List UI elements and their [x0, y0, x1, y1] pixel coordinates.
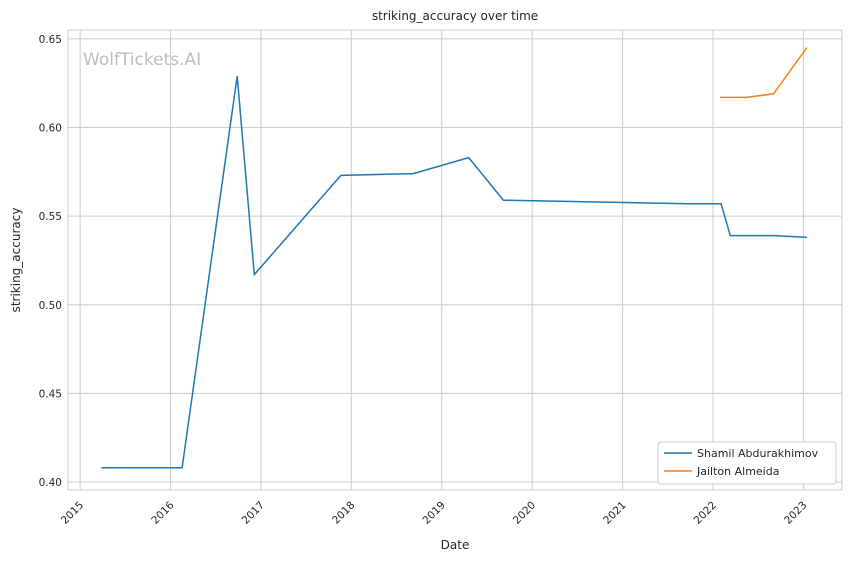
x-tick-label: 2016 [149, 499, 177, 527]
chart-title: striking_accuracy over time [372, 9, 538, 23]
plot-frame [67, 29, 843, 491]
x-tick-label: 2017 [240, 499, 267, 526]
x-tick-label: 2019 [420, 499, 447, 526]
legend-label-0: Shamil Abdurakhimov [697, 447, 819, 460]
series-line-0 [101, 75, 807, 469]
y-tick-label: 0.50 [39, 300, 62, 312]
legend-box [657, 441, 837, 485]
y-axis-label: striking_accuracy [9, 208, 23, 313]
series-line-1 [719, 47, 808, 99]
x-tick-label: 2015 [59, 499, 86, 526]
x-tick-label: 2020 [511, 499, 538, 526]
legend: Shamil Abdurakhimov Jailton Almeida [657, 441, 837, 485]
legend-label-1: Jailton Almeida [696, 465, 779, 478]
y-tick-label: 0.65 [39, 34, 62, 46]
y-tick-label: 0.40 [39, 477, 62, 489]
x-axis-label: Date [441, 538, 470, 552]
x-tick-label: 2021 [601, 499, 628, 526]
x-tick-label: 2018 [330, 499, 357, 526]
y-tick-label: 0.55 [39, 211, 62, 223]
series-lines [101, 47, 808, 469]
grid [68, 30, 842, 490]
y-tick-label: 0.60 [39, 122, 62, 134]
watermark: WolfTickets.AI [83, 50, 201, 70]
x-tick-label: 2022 [692, 499, 719, 526]
x-tick-label: 2023 [782, 499, 809, 526]
y-tick-label: 0.45 [39, 388, 62, 400]
